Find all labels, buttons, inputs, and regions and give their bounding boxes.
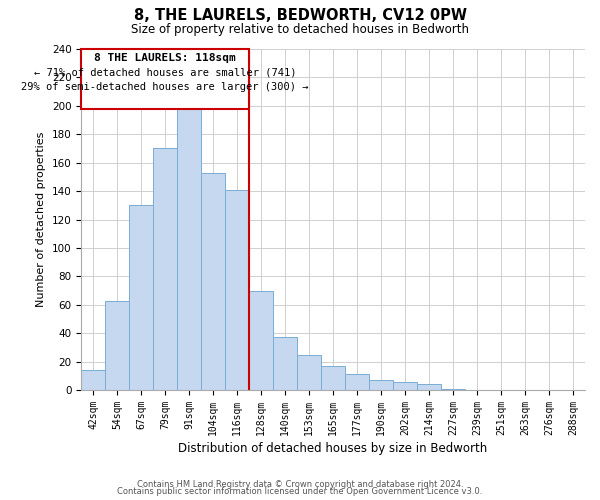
Text: 29% of semi-detached houses are larger (300) →: 29% of semi-detached houses are larger (…: [22, 82, 309, 92]
Y-axis label: Number of detached properties: Number of detached properties: [36, 132, 46, 307]
X-axis label: Distribution of detached houses by size in Bedworth: Distribution of detached houses by size …: [179, 442, 488, 455]
Bar: [177, 106, 201, 390]
Text: 8, THE LAURELS, BEDWORTH, CV12 0PW: 8, THE LAURELS, BEDWORTH, CV12 0PW: [133, 8, 467, 22]
Bar: [345, 374, 369, 390]
Bar: [105, 300, 129, 390]
Bar: [441, 388, 465, 390]
Text: Size of property relative to detached houses in Bedworth: Size of property relative to detached ho…: [131, 22, 469, 36]
Text: Contains public sector information licensed under the Open Government Licence v3: Contains public sector information licen…: [118, 487, 482, 496]
Bar: [369, 380, 393, 390]
Bar: [273, 338, 297, 390]
Bar: [129, 206, 153, 390]
Bar: [393, 382, 417, 390]
Bar: [225, 190, 249, 390]
Text: Contains HM Land Registry data © Crown copyright and database right 2024.: Contains HM Land Registry data © Crown c…: [137, 480, 463, 489]
Text: 8 THE LAURELS: 118sqm: 8 THE LAURELS: 118sqm: [94, 54, 236, 64]
Text: ← 71% of detached houses are smaller (741): ← 71% of detached houses are smaller (74…: [34, 68, 296, 78]
Bar: [297, 354, 321, 390]
FancyBboxPatch shape: [81, 49, 249, 108]
Bar: [153, 148, 177, 390]
Bar: [417, 384, 441, 390]
Bar: [81, 370, 105, 390]
Bar: [321, 366, 345, 390]
Bar: [249, 290, 273, 390]
Bar: [201, 172, 225, 390]
